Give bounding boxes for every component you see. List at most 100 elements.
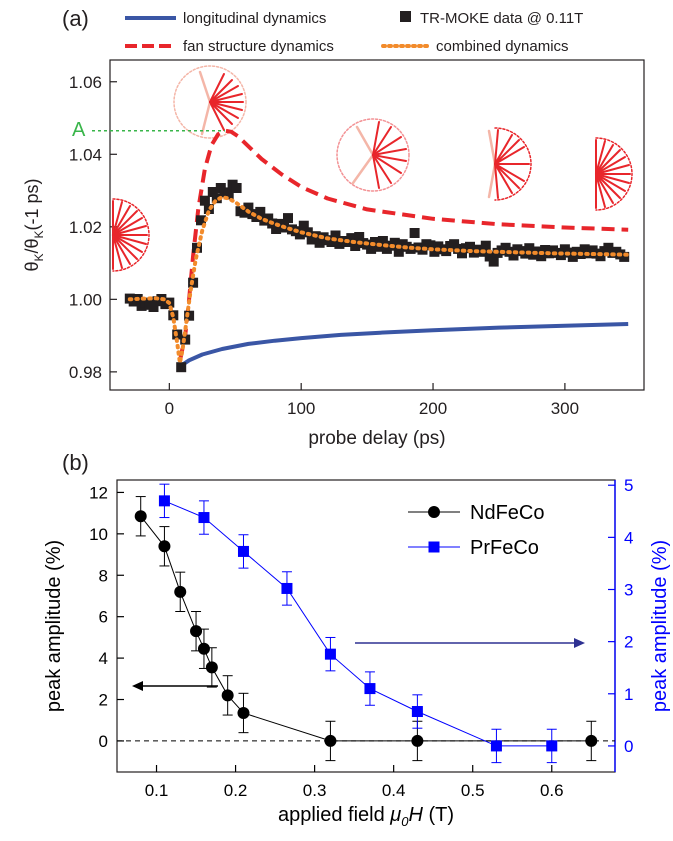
x-axis-label-b: applied field μ0H (T) (278, 804, 454, 829)
plot-frame-a (109, 59, 645, 391)
y-axis-label-a-part2: /θ (22, 238, 42, 253)
data-point-tr-moke-18 (196, 215, 206, 226)
axis-arrow-right (355, 638, 585, 648)
data-point-prfeco-7 (490, 740, 502, 752)
data-point-tr-moke-43 (294, 229, 305, 240)
data-point-tr-moke-92 (488, 256, 499, 267)
panel-label-b: (b) (62, 450, 89, 475)
x-axis-label-b-text: applied field (278, 804, 390, 826)
data-point-tr-moke-22 (211, 193, 222, 204)
x-tick-label-b-0: 0.1 (145, 781, 169, 800)
data-point-prfeco-4 (324, 648, 336, 660)
y-tick-label-b-left-4: 8 (99, 566, 108, 585)
data-point-tr-moke-125 (619, 251, 630, 262)
data-point-tr-moke-32 (251, 212, 262, 222)
y-tick-label-a-1: 1.00 (69, 290, 102, 309)
data-point-tr-moke-64 (377, 236, 388, 246)
legend-a: longitudinal dynamics TR-MOKE data @ 0.1… (125, 10, 583, 55)
x-axis-label-a: probe delay (ps) (308, 428, 445, 449)
data-point-tr-moke-13 (176, 362, 187, 373)
legend-label-combined: combined dynamics (436, 38, 569, 55)
x-axis-label-b-symbol: μ (389, 804, 401, 826)
data-point-tr-moke-68 (393, 246, 404, 257)
data-point-tr-moke-51 (326, 237, 337, 247)
y-axis-label-a-part1: θ (22, 262, 42, 272)
data-point-tr-moke-63 (374, 241, 384, 252)
data-point-ndfeco-5 (205, 661, 218, 674)
data-point-ndfeco-9 (411, 734, 424, 747)
x-tick-label-b-3: 0.4 (382, 781, 406, 800)
panel-label-a: (a) (62, 6, 89, 31)
y-tick-label-b-right-3: 3 (624, 581, 633, 600)
data-point-prfeco-1 (198, 512, 210, 524)
fan-schematic-2 (173, 65, 247, 139)
y-tick-label-a-0: 0.98 (69, 363, 102, 382)
data-point-tr-moke-67 (389, 237, 400, 248)
data-point-ndfeco-10 (585, 734, 598, 747)
axis-ticks-a: 0 100 200 300 0.98 1.00 1.02 1.04 1.06 (69, 73, 579, 418)
data-point-tr-moke-40 (283, 213, 293, 224)
data-point-tr-moke-19 (199, 195, 210, 206)
data-point-tr-moke-112 (567, 251, 578, 262)
y-tick-label-a-4: 1.06 (69, 73, 102, 92)
data-point-tr-moke-6 (148, 302, 159, 312)
data-point-tr-moke-48 (314, 237, 325, 248)
data-point-tr-moke-52 (330, 230, 341, 241)
data-point-prfeco-5 (364, 683, 376, 695)
y-axis-label-a-sub2: K (32, 230, 46, 238)
y-tick-label-b-right-5: 5 (624, 476, 633, 495)
x-tick-label-a-2: 200 (419, 399, 447, 418)
data-point-prfeco-2 (237, 545, 249, 557)
y-tick-label-a-2: 1.02 (69, 218, 102, 237)
data-point-tr-moke-25 (223, 189, 234, 200)
x-tick-label-a-3: 300 (551, 399, 579, 418)
data-point-tr-moke-101 (524, 243, 535, 254)
fan-schematic-4 (487, 127, 532, 201)
fan-schematic-3 (336, 118, 410, 192)
legend-b: NdFeCo PrFeCo (408, 502, 544, 559)
x-tick-label-b-1: 0.2 (224, 781, 248, 800)
legend-label-data: TR-MOKE data @ 0.11T (420, 10, 583, 27)
legend-label-longitudinal: longitudinal dynamics (183, 10, 326, 27)
x-axis-label-b-variable: H (408, 804, 423, 826)
fan-schematics (112, 65, 633, 272)
y-tick-label-b-right-0: 0 (624, 737, 633, 756)
y-axis-label-b-left: peak amplitude (%) (43, 540, 65, 712)
x-tick-label-b-5: 0.6 (540, 781, 564, 800)
data-point-tr-moke-17 (192, 242, 202, 253)
y-axis-label-a-part3: (-1 ps) (22, 178, 42, 230)
y-tick-label-b-left-1: 2 (99, 691, 108, 710)
data-point-tr-moke-104 (536, 251, 547, 262)
data-point-tr-moke-100 (520, 248, 531, 259)
data-point-tr-moke-90 (480, 240, 491, 251)
data-point-tr-moke-121 (603, 242, 614, 253)
data-point-tr-moke-86 (465, 241, 475, 252)
series-line-fan-structure (177, 128, 629, 362)
fan-schematic-5 (595, 137, 633, 211)
y-tick-label-a-3: 1.04 (69, 145, 102, 164)
x-axis-label-b-subscript: 0 (401, 814, 409, 829)
data-point-prfeco-3 (281, 582, 293, 594)
data-point-tr-moke-37 (271, 224, 282, 234)
data-point-ndfeco-0 (134, 510, 147, 523)
data-point-tr-moke-61 (366, 243, 377, 254)
legend-label-prfeco: PrFeCo (470, 537, 539, 559)
data-point-tr-moke-30 (243, 202, 254, 213)
panel-a: (a) longitudinal dynamics TR-MOKE data @… (22, 6, 645, 449)
data-point-tr-moke-72 (409, 228, 420, 238)
y-tick-label-b-right-4: 4 (624, 528, 633, 547)
series-line-longitudinal (178, 322, 629, 369)
axis-arrow-left (132, 681, 218, 691)
plot-marks-b (134, 483, 598, 764)
data-point-tr-moke-29 (239, 207, 250, 218)
y-tick-label-b-right-1: 1 (624, 685, 633, 704)
data-point-tr-moke-119 (595, 251, 606, 262)
legend-marker-prfeco (428, 541, 440, 553)
data-point-ndfeco-7 (237, 706, 250, 719)
fan-schematic-1 (112, 198, 150, 272)
legend-swatch-data (400, 11, 411, 22)
data-point-tr-moke-27 (231, 183, 242, 193)
